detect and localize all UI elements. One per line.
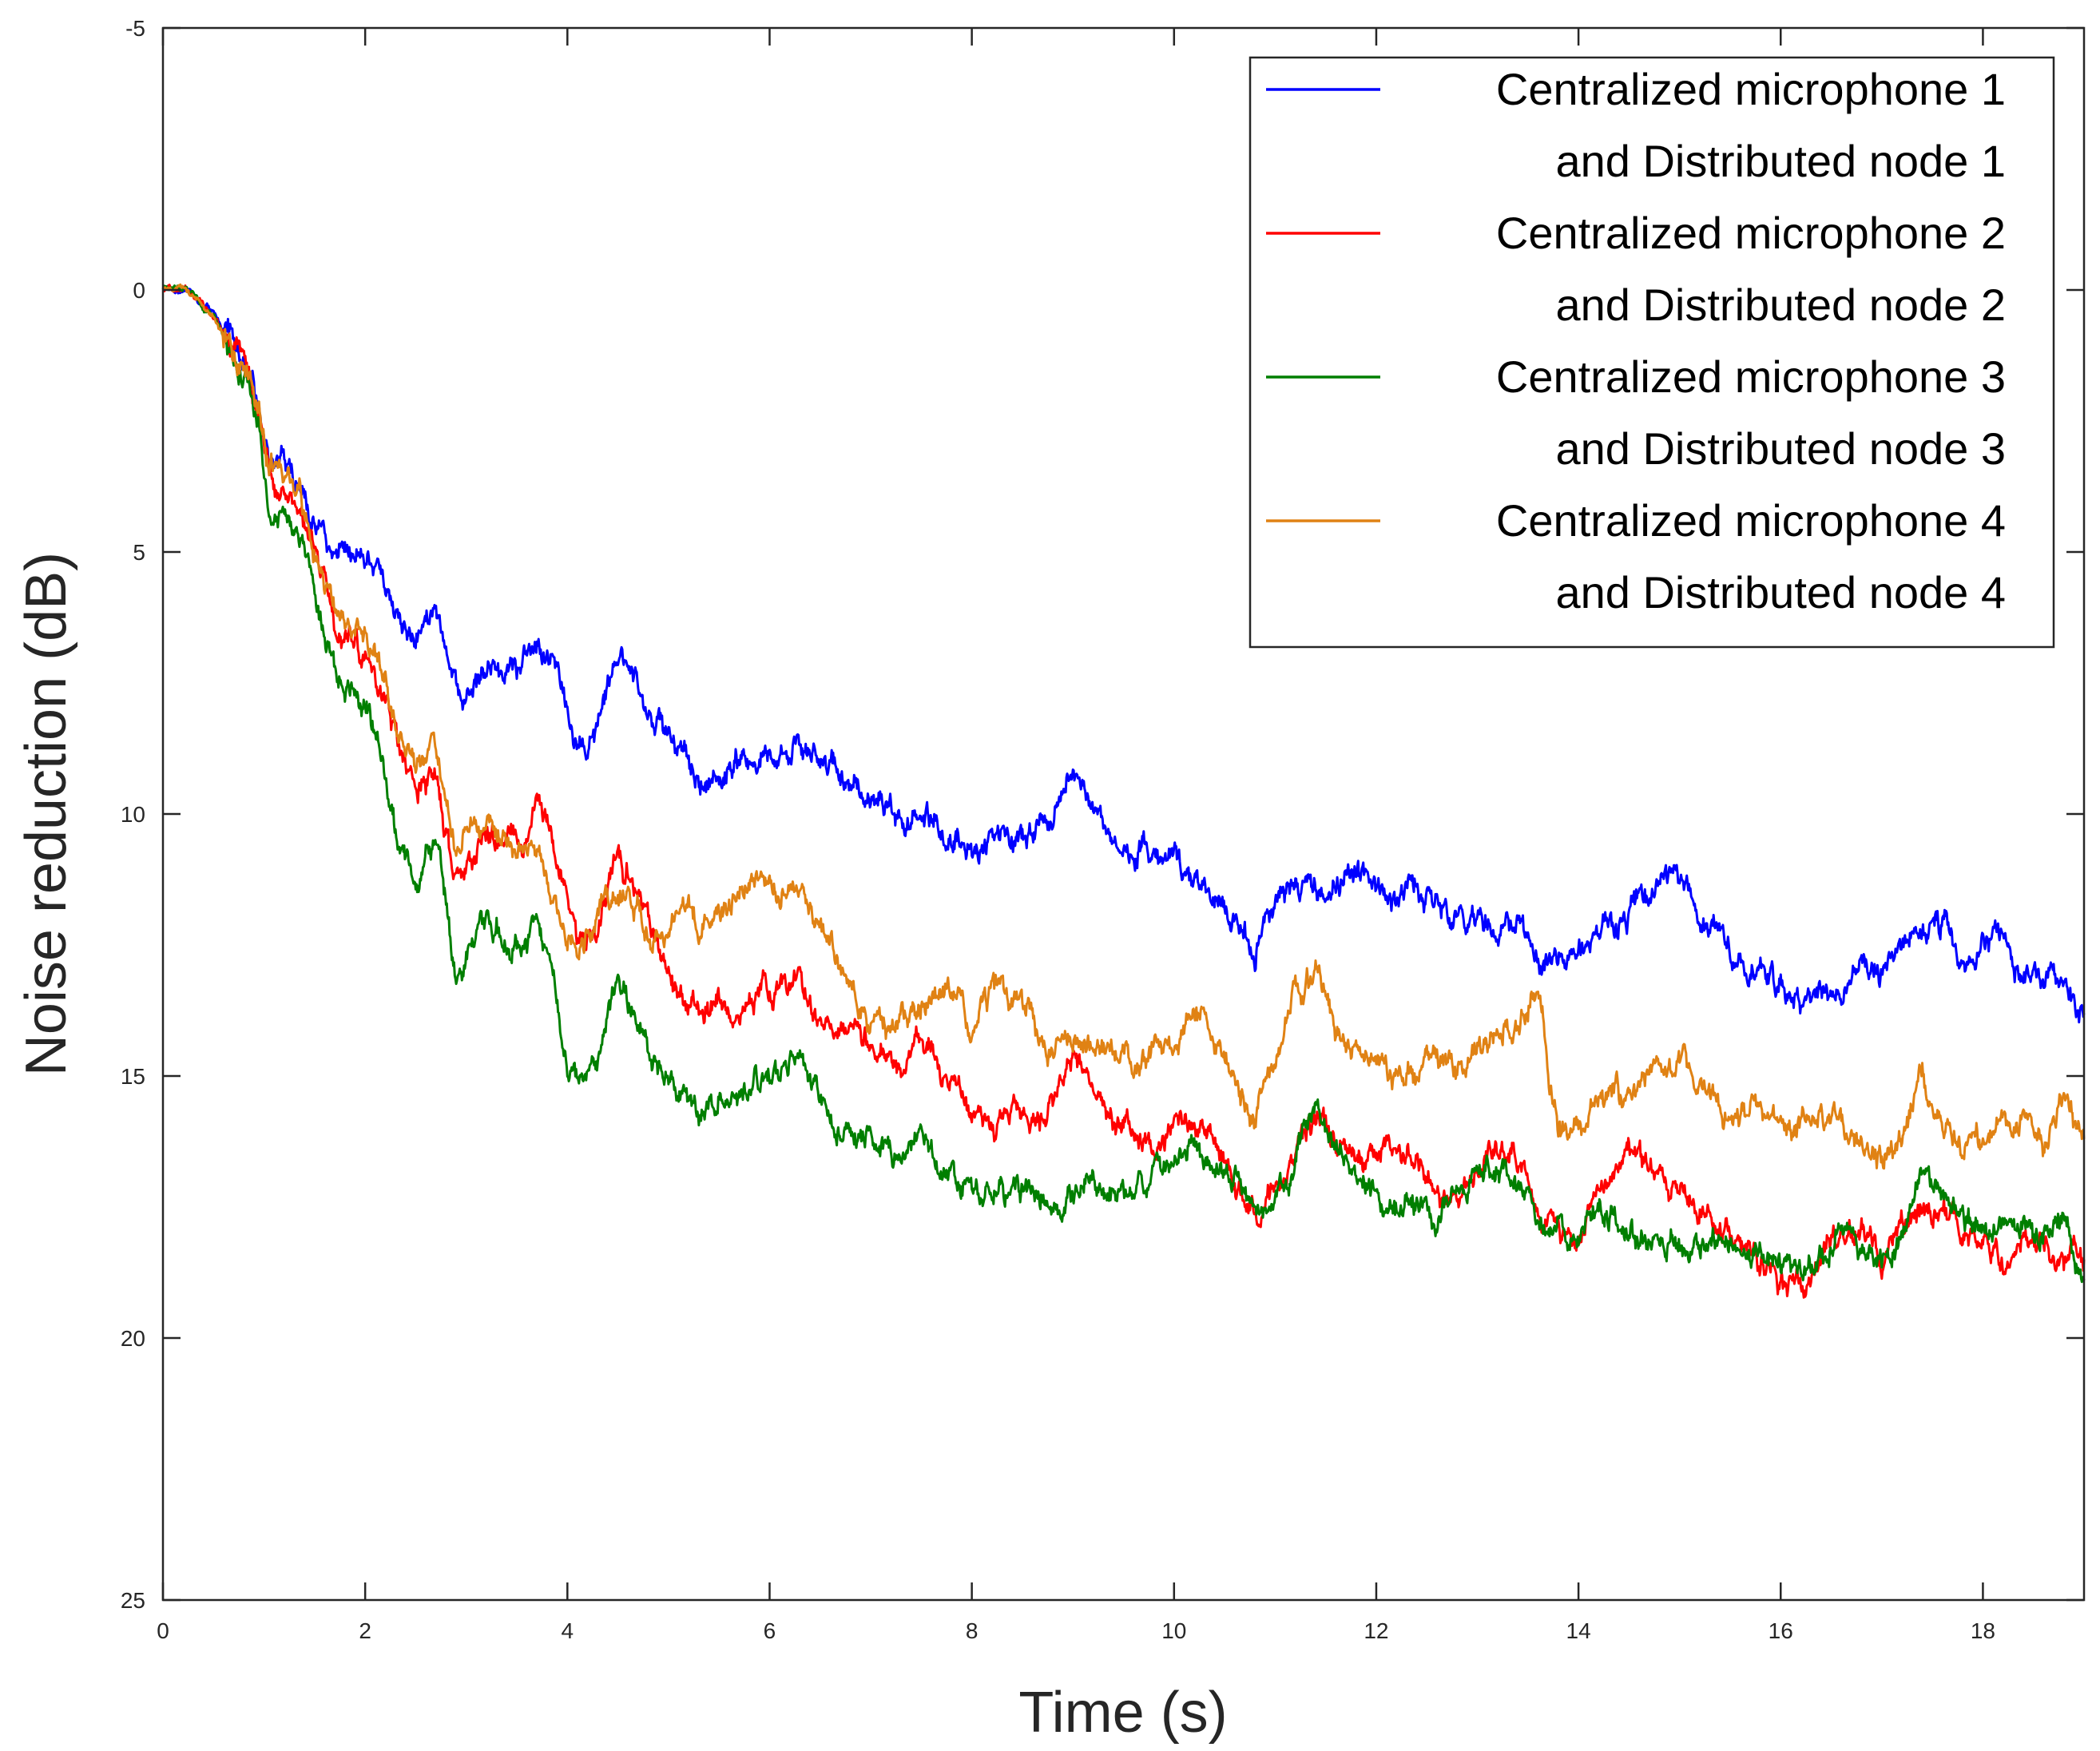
legend-label-line2: and Distributed node 3 xyxy=(1556,423,2007,474)
legend-label: Centralized microphone 4 xyxy=(1496,495,2006,546)
x-tick-label: 18 xyxy=(1971,1618,1995,1643)
legend: Centralized microphone 1 and Distributed … xyxy=(1248,56,2055,649)
y-tick-label: 10 xyxy=(121,802,145,827)
legend-label-line2: and Distributed node 2 xyxy=(1556,280,2007,330)
x-tick-label: 12 xyxy=(1364,1618,1388,1643)
legend-label: Centralized microphone 2 xyxy=(1496,208,2006,258)
y-axis-title: Noise reduction (dB) xyxy=(14,552,78,1076)
x-tick-label: 8 xyxy=(966,1618,979,1643)
x-tick-label: 6 xyxy=(764,1618,776,1643)
legend-entries: Centralized microphone 1 and Distributed … xyxy=(1266,64,2006,617)
x-tick-label: 16 xyxy=(1769,1618,1793,1643)
y-tick-label: -5 xyxy=(125,16,145,41)
series-layer xyxy=(161,283,2086,1299)
series-line-2 xyxy=(161,284,2086,1299)
series-line-1 xyxy=(161,285,2086,1024)
x-tick-label: 4 xyxy=(562,1618,574,1643)
legend-label: Centralized microphone 3 xyxy=(1496,351,2006,402)
ticks-layer: 0 2 4 6 8 10 12 14 16 18 -5 0 5 10 15 20 25 xyxy=(121,16,2084,1643)
x-tick-label: 10 xyxy=(1161,1618,1186,1643)
y-tick-label: 15 xyxy=(121,1064,145,1089)
legend-label-line2: and Distributed node 4 xyxy=(1556,567,2007,617)
y-tick-label: 5 xyxy=(133,540,145,565)
y-tick-label: 20 xyxy=(121,1326,145,1351)
y-tick-label: 25 xyxy=(121,1588,145,1613)
legend-label-line2: and Distributed node 1 xyxy=(1556,136,2007,186)
legend-label: Centralized microphone 1 xyxy=(1496,64,2006,114)
y-tick-label: 0 xyxy=(133,278,145,303)
x-tick-label: 14 xyxy=(1566,1618,1591,1643)
legend-box xyxy=(1248,56,2055,649)
series-line-4 xyxy=(162,283,2086,1170)
series-line-3 xyxy=(161,284,2086,1284)
x-tick-label: 0 xyxy=(157,1618,169,1643)
x-axis-title: Time (s) xyxy=(1018,1681,1227,1745)
x-tick-label: 2 xyxy=(359,1618,371,1643)
